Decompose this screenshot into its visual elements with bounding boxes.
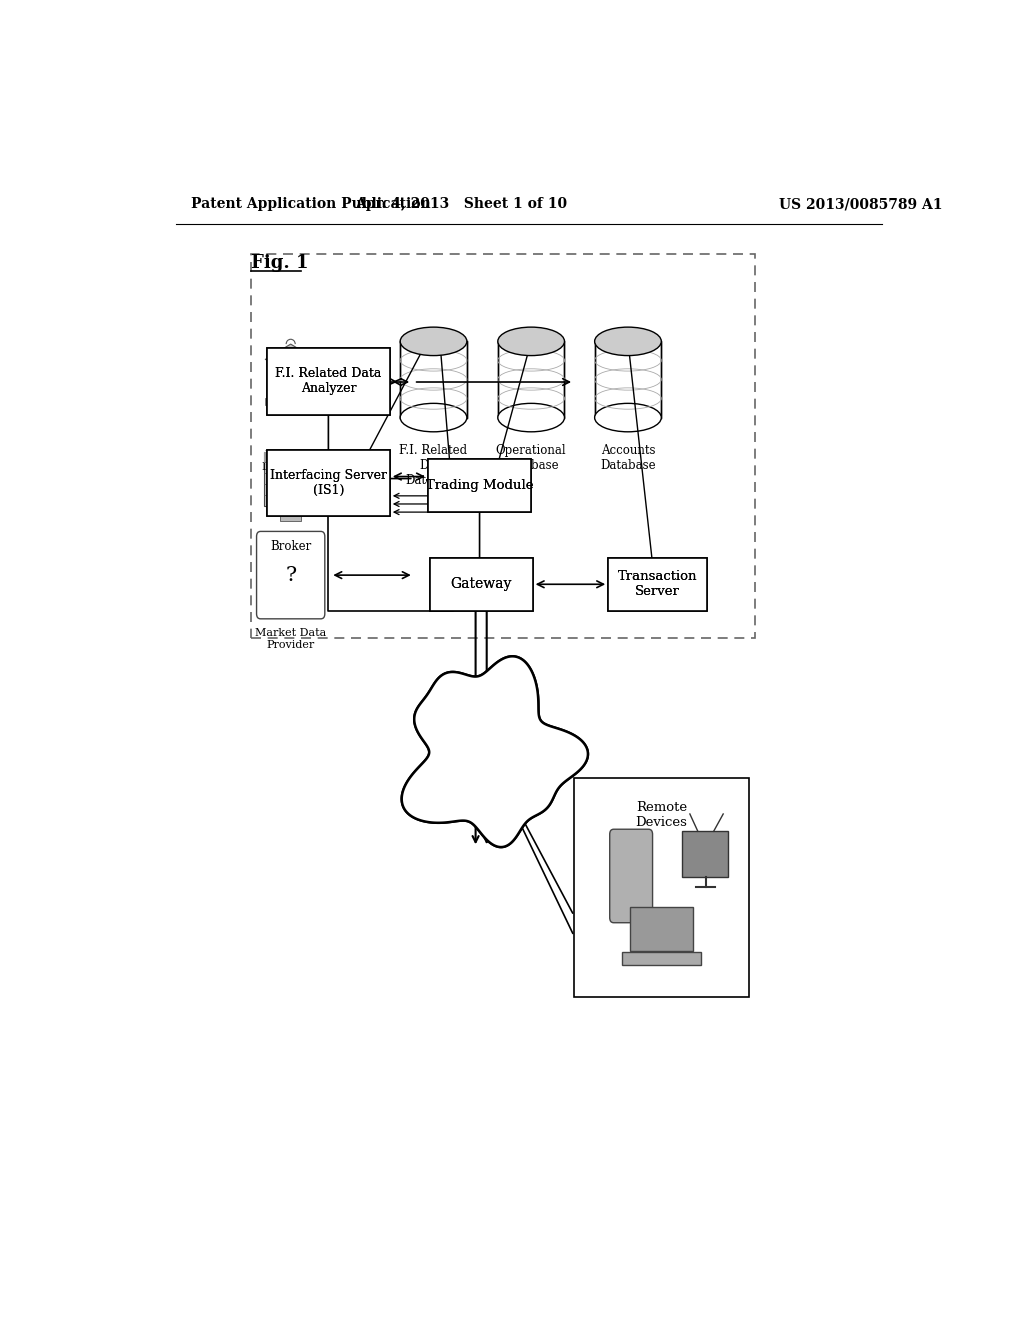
Text: Operational
Database: Operational Database <box>496 444 566 473</box>
Ellipse shape <box>400 327 467 355</box>
Bar <box>430 558 532 611</box>
FancyBboxPatch shape <box>622 952 701 965</box>
Bar <box>304 360 307 397</box>
Bar <box>267 348 390 414</box>
Text: Remote
Devices: Remote Devices <box>635 801 687 829</box>
Bar <box>265 399 316 405</box>
Polygon shape <box>401 656 588 847</box>
Text: US 2013/0085789 A1: US 2013/0085789 A1 <box>778 197 942 211</box>
Ellipse shape <box>595 404 662 432</box>
Text: Interfacing Server
(IS1): Interfacing Server (IS1) <box>270 469 387 498</box>
FancyBboxPatch shape <box>257 532 325 619</box>
Bar <box>430 558 532 611</box>
Bar <box>289 360 292 397</box>
Text: Gateway: Gateway <box>451 577 512 591</box>
Text: F.I. Related
Data
Database: F.I. Related Data Database <box>399 444 468 487</box>
Bar <box>682 832 728 876</box>
Bar <box>251 253 755 638</box>
Bar <box>574 779 749 997</box>
Text: Accounts
Database: Accounts Database <box>600 444 655 473</box>
Bar <box>400 342 467 417</box>
Bar <box>268 359 313 399</box>
Bar <box>263 451 317 463</box>
Bar <box>498 342 564 417</box>
Text: Transaction
Server: Transaction Server <box>617 570 697 598</box>
Bar <box>630 907 693 952</box>
Polygon shape <box>265 345 316 359</box>
Bar <box>297 360 300 397</box>
Ellipse shape <box>400 404 467 432</box>
Text: Market Data
Provider: Market Data Provider <box>255 628 327 649</box>
Text: ?: ? <box>285 566 296 585</box>
Bar <box>274 360 278 397</box>
Text: F.I. Related Data
Analyzer: F.I. Related Data Analyzer <box>275 367 382 396</box>
FancyBboxPatch shape <box>609 829 652 923</box>
Text: Trading Module: Trading Module <box>426 479 534 492</box>
Text: Trading Module: Trading Module <box>426 479 534 492</box>
Ellipse shape <box>498 404 564 432</box>
Text: Financial
Institution: Financial Institution <box>261 450 321 471</box>
Bar <box>608 558 708 611</box>
Bar <box>428 459 531 512</box>
Text: Fig. 1: Fig. 1 <box>251 253 308 272</box>
Text: Transaction
Server: Transaction Server <box>617 570 697 598</box>
Ellipse shape <box>595 327 662 355</box>
Text: Gateway: Gateway <box>451 577 512 591</box>
Bar <box>428 459 531 512</box>
Bar <box>267 450 390 516</box>
Text: Broker: Broker <box>270 540 311 553</box>
Bar <box>263 451 317 506</box>
Bar <box>267 348 390 414</box>
Ellipse shape <box>498 327 564 355</box>
Polygon shape <box>401 656 588 847</box>
Bar <box>269 405 311 412</box>
Bar <box>267 450 390 516</box>
Bar <box>595 342 662 417</box>
Bar <box>282 360 285 397</box>
Text: Apr. 4, 2013   Sheet 1 of 10: Apr. 4, 2013 Sheet 1 of 10 <box>355 197 567 211</box>
Text: Interfacing Server
(IS1): Interfacing Server (IS1) <box>270 469 387 498</box>
Bar <box>608 558 708 611</box>
Text: Patent Application Publication: Patent Application Publication <box>191 197 431 211</box>
Bar <box>281 506 301 521</box>
Text: F.I. Related Data
Analyzer: F.I. Related Data Analyzer <box>275 367 382 396</box>
